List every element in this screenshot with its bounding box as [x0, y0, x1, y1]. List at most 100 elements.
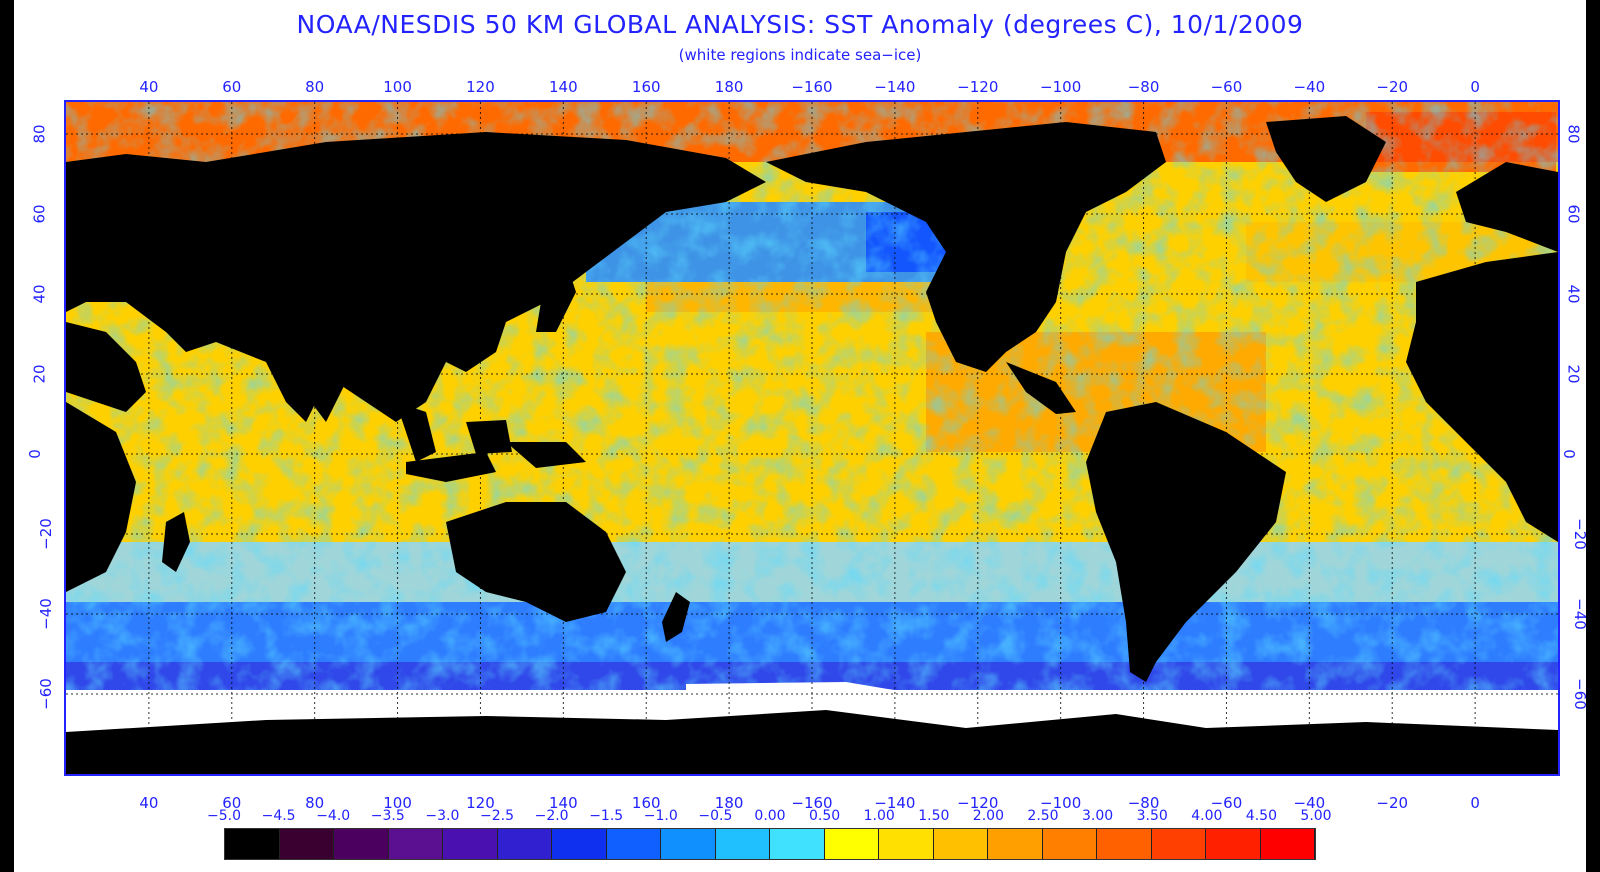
bottom-lon-tick-label: −60: [1210, 794, 1243, 812]
colorbar-tick-label: 1.00: [863, 808, 895, 824]
top-lon-tick-label: −140: [874, 78, 916, 96]
colorbar-labels: −5.0 −4.5 −4.0 −3.5 −3.0 −2.5 −2.0 −1.5 −1.0 −0.5…: [14, 808, 1586, 828]
australia-shape: [446, 502, 626, 622]
colorbar-tick-label: 2.50: [1027, 808, 1059, 824]
left-lat-tick-label: 0: [25, 449, 44, 459]
right-lat-tick-label: 80: [1564, 124, 1583, 144]
colorbar-tick-label: −3.0: [425, 808, 460, 824]
land-masses: [66, 116, 1558, 774]
colorbar-tick-label: −3.5: [370, 808, 405, 824]
borneo-shape: [466, 420, 512, 454]
top-lon-tick-label: 180: [714, 78, 744, 96]
japan-shape: [536, 262, 576, 332]
bottom-lon-tick-label: −160: [791, 794, 833, 812]
right-lat-tick-label: 40: [1564, 284, 1583, 304]
top-lon-tick-label: 120: [466, 78, 495, 96]
left-lat-tick-label: 20: [30, 364, 49, 384]
new-zealand-shape: [662, 592, 690, 642]
bottom-lon-tick-label: 40: [139, 794, 159, 812]
top-lon-tick-label: 140: [549, 78, 578, 96]
left-lat-tick-label: −40: [36, 598, 55, 630]
bottom-lon-tick-label: −40: [1293, 794, 1326, 812]
colorbar-swatch: [715, 829, 770, 859]
bottom-lon-tick-label: −80: [1127, 794, 1160, 812]
colorbar-swatch: [1042, 829, 1097, 859]
bottom-lon-tick-label: 180: [714, 794, 744, 812]
colorbar-tick-label: 3.50: [1136, 808, 1168, 824]
sumatra-java-shape: [406, 452, 496, 482]
colorbar-swatch: [388, 829, 443, 859]
right-lat-tick-label: 20: [1564, 364, 1583, 384]
madagascar-shape: [162, 512, 190, 572]
europe-shape: [1456, 162, 1558, 252]
top-lon-tick-label: 40: [139, 78, 159, 96]
sst-anomaly-map: [66, 102, 1558, 774]
colorbar-tick-label: −1.0: [643, 808, 678, 824]
bottom-lon-tick-label: −20: [1376, 794, 1409, 812]
colorbar-tick-label: 4.00: [1191, 808, 1223, 824]
colorbar-tick-label: 4.50: [1245, 808, 1277, 824]
new-guinea-shape: [506, 442, 586, 468]
colorbar-swatch: [1097, 829, 1152, 859]
colorbar-tick-label: −2.5: [480, 808, 514, 824]
left-lat-tick-label: 80: [30, 124, 49, 144]
left-lat-tick-label: −60: [36, 678, 55, 710]
left-lat-tick-label: 60: [30, 204, 49, 224]
bottom-lon-tick-label: −140: [874, 794, 916, 812]
colorbar-swatch: [770, 829, 825, 859]
colorbar-tick-label: −1.5: [589, 808, 624, 824]
colorbar-tick-label: 5.00: [1300, 808, 1332, 824]
colorbar-swatch: [879, 829, 934, 859]
colorbar-swatch: [1151, 829, 1206, 859]
colorbar-swatch: [279, 829, 334, 859]
colorbar-swatch: [334, 829, 389, 859]
graticule: [66, 102, 1558, 774]
bottom-lon-tick-label: 80: [305, 794, 325, 812]
top-lon-tick-label: −120: [957, 78, 999, 96]
bottom-lon-tick-label: 100: [383, 794, 412, 812]
right-lat-tick-label: −60: [1570, 678, 1589, 710]
colorbar-tick-label: 2.00: [972, 808, 1004, 824]
map-title: NOAA/NESDIS 50 KM GLOBAL ANALYSIS: SST A…: [296, 10, 1304, 39]
south-america-shape: [1086, 402, 1286, 682]
map-subtitle: (white regions indicate sea−ice): [678, 46, 922, 64]
colorbar-swatch: [443, 829, 498, 859]
top-lon-tick-label: 160: [631, 78, 661, 96]
colorbar-tick-label: −0.5: [698, 808, 733, 824]
arabia-shape: [66, 322, 146, 412]
bottom-lon-tick-label: −120: [957, 794, 999, 812]
north-america-shape: [766, 122, 1166, 372]
colorbar-tick-label: 0.00: [754, 808, 786, 824]
colorbar-tick-label: −4.0: [316, 808, 351, 824]
bottom-lon-tick-label: 120: [466, 794, 495, 812]
right-lat-tick-label: 0: [1559, 449, 1578, 459]
colorbar-swatch: [225, 829, 280, 859]
colorbar-tick-label: −4.5: [261, 808, 296, 824]
africa-east-shape: [66, 402, 136, 592]
colorbar-tick-label: 0.50: [809, 808, 841, 824]
bottom-lon-tick-label: 0: [1470, 794, 1480, 812]
greenland-shape: [1266, 116, 1386, 202]
map-frame: [64, 100, 1560, 776]
top-lon-tick-label: 80: [305, 78, 325, 96]
right-lat-tick-label: −20: [1570, 518, 1589, 550]
colorbar-swatch: [933, 829, 988, 859]
colorbar: [224, 828, 1316, 860]
figure-panel: NOAA/NESDIS 50 KM GLOBAL ANALYSIS: SST A…: [14, 0, 1589, 872]
india-shape: [296, 342, 346, 422]
indochina-shape: [396, 402, 436, 462]
top-lon-tick-label: −60: [1210, 78, 1243, 96]
colorbar-swatch: [1260, 829, 1315, 859]
central-america-shape: [1006, 362, 1076, 414]
bottom-lon-tick-label: −100: [1040, 794, 1082, 812]
top-lon-tick-label: −20: [1376, 78, 1409, 96]
eurasia-shape: [66, 132, 766, 422]
colorbar-tick-label: −2.0: [534, 808, 569, 824]
colorbar-tick-label: 3.00: [1082, 808, 1114, 824]
top-lon-tick-label: 60: [222, 78, 242, 96]
top-lon-tick-label: 100: [383, 78, 412, 96]
colorbar-swatch: [552, 829, 607, 859]
top-lon-tick-label: −80: [1127, 78, 1160, 96]
colorbar-tick-label: 1.50: [918, 808, 950, 824]
